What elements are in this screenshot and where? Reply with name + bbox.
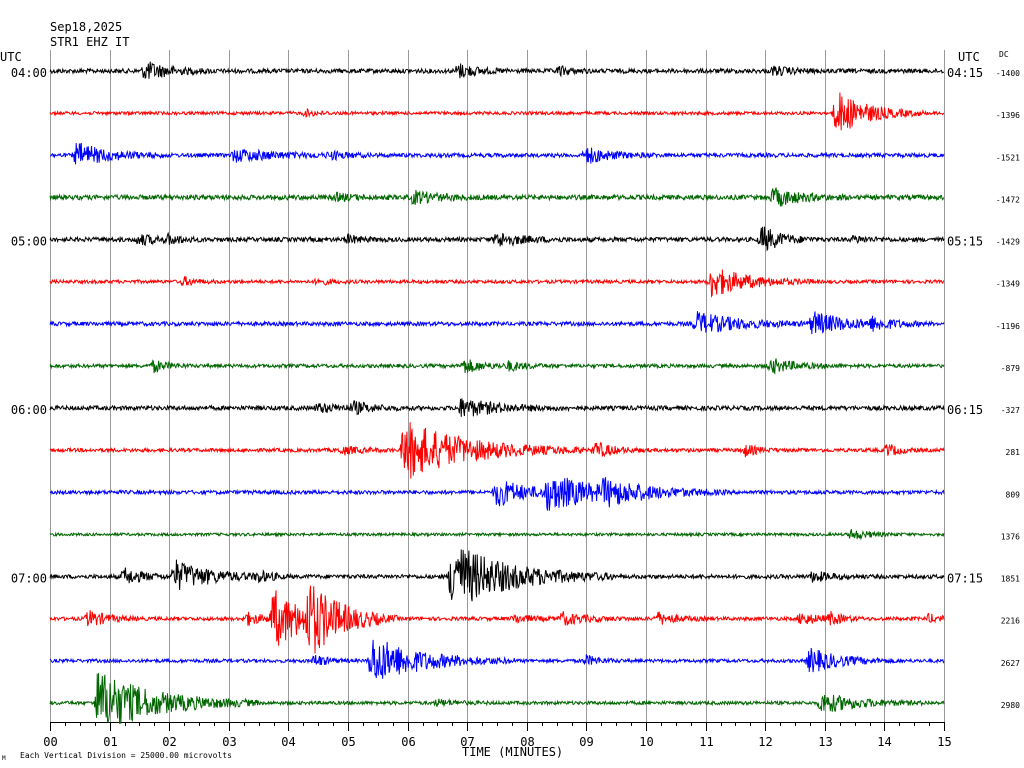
right-time-label: 06:15 <box>947 403 983 417</box>
x-axis: 00 01 02 03 04 05 06 07 08 09 10 11 12 13 14 15 <box>43 722 952 749</box>
station-label: STR1 EHZ IT <box>50 35 129 49</box>
x-tick-label: 07 <box>460 735 474 749</box>
right-utc-label: UTC <box>958 50 980 64</box>
trace-1 <box>49 61 945 79</box>
x-tick-label: 00 <box>43 735 57 749</box>
vertical-grid <box>50 50 945 722</box>
dc-value-label: -1429 <box>996 238 1020 247</box>
dc-header-label: DC <box>999 50 1009 59</box>
trace-12 <box>49 529 945 541</box>
dc-value-label: -1349 <box>996 280 1020 289</box>
x-tick-label: 05 <box>341 735 355 749</box>
scale-note: Each Vertical Division = 25000.00 microv… <box>20 751 232 760</box>
date-label: Sep18,2025 <box>50 20 122 34</box>
x-tick-label: 06 <box>401 735 415 749</box>
trace-13 <box>49 549 945 602</box>
right-time-label: 05:15 <box>947 235 983 249</box>
trace-4 <box>49 187 945 207</box>
x-tick-label: 08 <box>520 735 534 749</box>
x-tick-label: 15 <box>937 735 951 749</box>
dc-value-label: 281 <box>1006 448 1021 457</box>
x-tick-label: 04 <box>281 735 295 749</box>
trace-3 <box>49 142 945 165</box>
x-tick-label: 11 <box>699 735 713 749</box>
dc-value-label: 2627 <box>1001 659 1020 668</box>
dc-value-label: 2980 <box>1001 701 1020 710</box>
x-tick-label: 03 <box>222 735 236 749</box>
dc-value-label: -1196 <box>996 322 1020 331</box>
left-time-label: 04:00 <box>11 66 47 80</box>
dc-value-label: -1400 <box>996 69 1020 78</box>
x-tick-label: 14 <box>877 735 891 749</box>
dc-value-label: -1396 <box>996 111 1020 120</box>
trace-10 <box>49 422 945 479</box>
trace-8 <box>49 358 945 375</box>
trace-2 <box>49 92 945 131</box>
trace-6 <box>49 269 945 298</box>
x-tick-label: 13 <box>818 735 832 749</box>
right-time-label: 07:15 <box>947 572 983 586</box>
trace-14 <box>49 585 945 654</box>
time-labels: 04:00 04:15 -1400 -1396 -1521 -1472 05:00 05:15… <box>11 66 1020 710</box>
dc-value-label: 1851 <box>1001 575 1020 584</box>
dc-value-label: 809 <box>1006 490 1021 499</box>
left-time-label: 05:00 <box>11 235 47 249</box>
left-time-label: 07:00 <box>11 572 47 586</box>
trace-15 <box>49 639 945 679</box>
seismogram-traces <box>49 61 945 724</box>
left-time-label: 06:00 <box>11 403 47 417</box>
dc-value-label: 2216 <box>1001 617 1020 626</box>
trace-5 <box>49 226 945 252</box>
dc-value-label: -1472 <box>996 195 1020 204</box>
corner-mark: M <box>2 755 6 762</box>
dc-value-label: -327 <box>1001 406 1020 415</box>
trace-11 <box>49 477 945 511</box>
trace-16 <box>49 673 945 724</box>
right-time-label: 04:15 <box>947 66 983 80</box>
dc-value-label: -879 <box>1001 364 1020 373</box>
dc-value-label: 1376 <box>1001 532 1020 541</box>
x-tick-label: 02 <box>162 735 176 749</box>
x-axis-label: TIME (MINUTES) <box>462 745 563 759</box>
trace-7 <box>49 311 945 335</box>
dc-value-label: -1521 <box>996 153 1020 162</box>
trace-9 <box>49 398 945 417</box>
x-tick-label: 10 <box>639 735 653 749</box>
x-tick-label: 12 <box>758 735 772 749</box>
left-utc-label: UTC <box>0 50 22 64</box>
x-tick-label: 01 <box>103 735 117 749</box>
x-tick-label: 09 <box>579 735 593 749</box>
